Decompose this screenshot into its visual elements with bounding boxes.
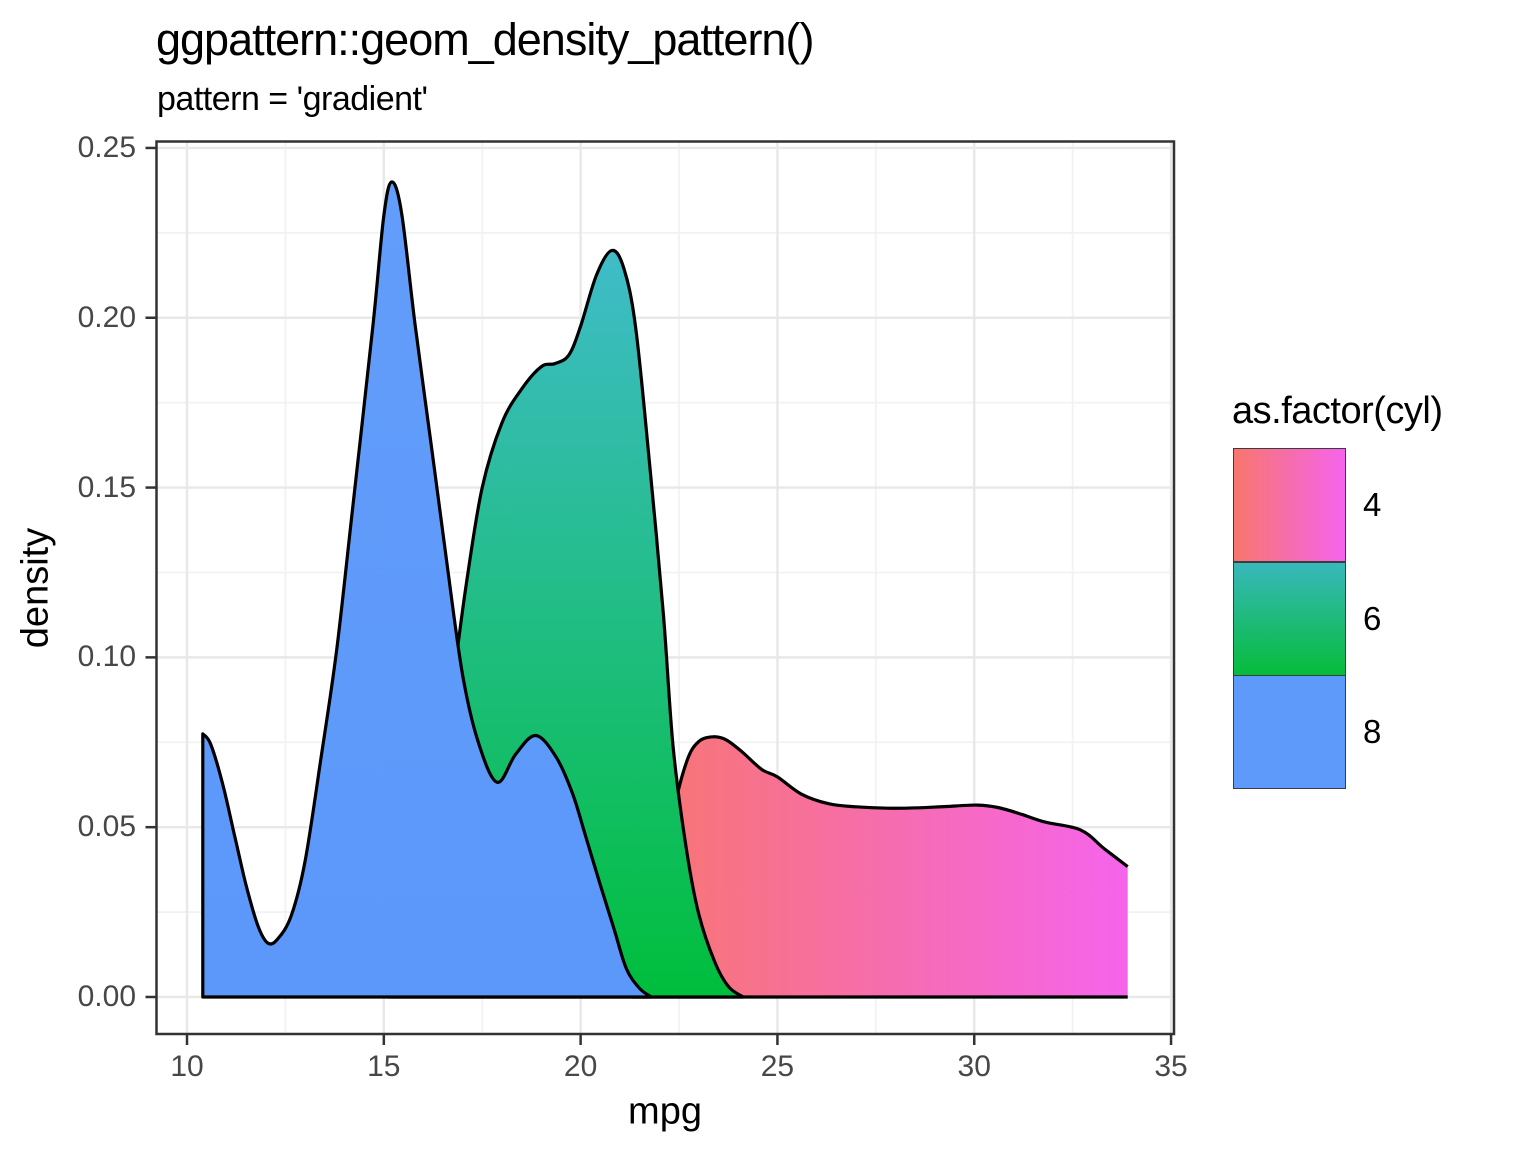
x-tick-label: 15 [367, 1050, 401, 1083]
y-tick-label: 0.05 [77, 810, 136, 844]
y-tick-label: 0.15 [77, 470, 136, 504]
x-tick-label: 10 [170, 1050, 204, 1083]
y-tick-label: 0.10 [77, 640, 136, 674]
plot-subtitle: pattern = 'gradient' [157, 80, 428, 118]
y-tick-label: 0.25 [77, 130, 136, 164]
plot-title: ggpattern::geom_density_pattern() [156, 14, 814, 65]
density-area-cyl-8 [202, 181, 652, 998]
axis-tick-marks [145, 146, 1173, 1045]
panel-border [155, 140, 1176, 1036]
x-tick-label: 25 [760, 1050, 795, 1083]
density-curves [201, 180, 1129, 999]
y-tick-label: 0.00 [77, 979, 136, 1013]
y-axis-title: density [14, 527, 57, 649]
x-axis-title: mpg [628, 1090, 702, 1133]
x-tick-label: 35 [1154, 1050, 1188, 1083]
x-tick-label: 30 [957, 1050, 991, 1083]
density-area-cyl-4 [631, 736, 1128, 997]
y-tick-label: 0.20 [77, 300, 136, 334]
density-outline-cyl-8 [201, 180, 654, 999]
x-tick-label: 20 [563, 1050, 598, 1083]
